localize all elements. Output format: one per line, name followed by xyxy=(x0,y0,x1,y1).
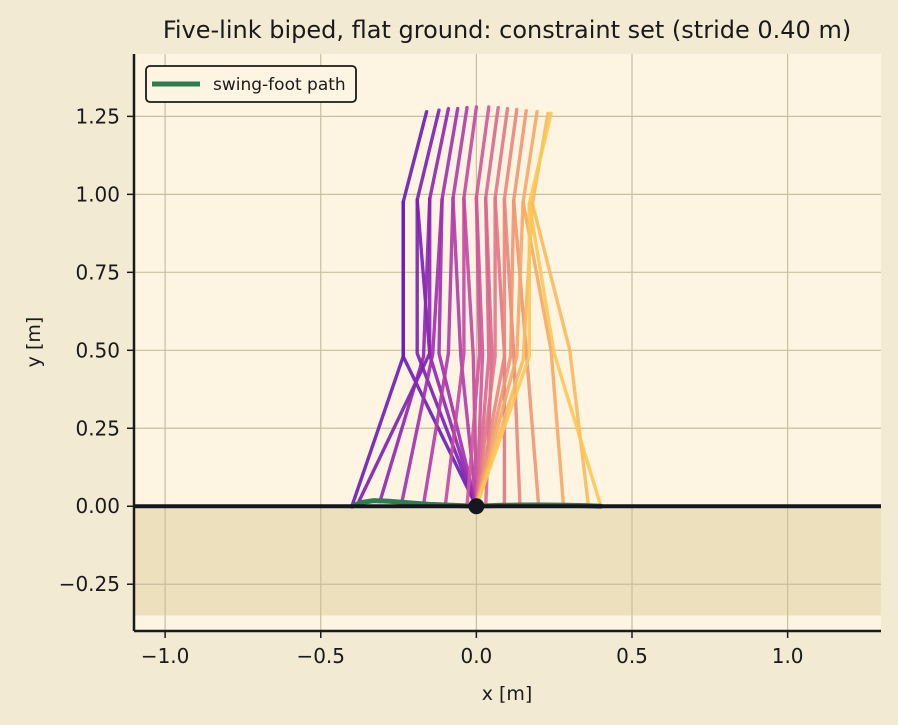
biped-frame-8-stance-leg xyxy=(474,196,497,508)
biped-frame-3-stance-leg xyxy=(437,197,479,508)
biped-frame-9-swing-leg xyxy=(502,107,522,508)
biped-frames xyxy=(350,105,603,508)
biped-frame-11-swing-leg xyxy=(521,110,566,508)
y-tick-label: 1.00 xyxy=(75,182,120,206)
biped-frame-5-swing-leg xyxy=(443,105,479,508)
biped-frame-3-swing-leg xyxy=(400,106,460,505)
x-axis-ticks: −1.0 −0.5 0.0 0.5 1.0 xyxy=(141,631,804,668)
legend: swing-foot path xyxy=(145,65,357,103)
ground-fill xyxy=(134,506,881,616)
biped-frame-2-stance-leg xyxy=(428,197,479,508)
biped-frame-4-swing-leg xyxy=(421,105,469,507)
x-tick-label: −1.0 xyxy=(141,644,190,668)
y-tick-label: 0.50 xyxy=(75,338,120,362)
x-tick-label: 1.0 xyxy=(772,644,804,668)
biped-frame-9-stance-leg xyxy=(474,197,507,508)
y-tick-label: −0.25 xyxy=(59,572,120,596)
biped-frame-5-stance-leg xyxy=(462,196,479,508)
biped-frame-1-stance-leg xyxy=(415,198,479,508)
biped-frame-2-swing-leg xyxy=(378,106,451,504)
biped-frame-13-swing-leg xyxy=(527,111,603,508)
y-tick-label: 1.25 xyxy=(75,104,120,128)
chart-title: Five-link biped, flat ground: constraint… xyxy=(163,16,851,44)
x-tick-label: −0.5 xyxy=(296,644,345,668)
y-axis-ticks: −0.25 0.00 0.25 0.50 0.75 1.00 1.25 xyxy=(59,104,134,596)
x-tick-label: 0.5 xyxy=(616,644,648,668)
stance-foot-marker xyxy=(468,498,485,515)
x-tick-label: 0.0 xyxy=(460,644,492,668)
x-axis-label: x [m] xyxy=(482,683,533,705)
biped-frame-13-stance-leg xyxy=(474,202,531,508)
biped-frame-7-stance-leg xyxy=(474,196,491,508)
y-tick-label: 0.75 xyxy=(75,260,120,284)
y-tick-label: 0.00 xyxy=(75,494,120,518)
y-axis-label: y [m] xyxy=(23,317,45,368)
legend-box xyxy=(145,65,357,103)
biped-frame-1-swing-leg xyxy=(356,108,441,505)
biped-frame-11-stance-leg xyxy=(474,200,525,508)
biped-frame-10-stance-leg xyxy=(474,198,516,508)
biped-frame-6-stance-leg xyxy=(474,195,485,508)
legend-label: swing-foot path xyxy=(213,75,346,95)
y-tick-label: 0.25 xyxy=(75,416,120,440)
